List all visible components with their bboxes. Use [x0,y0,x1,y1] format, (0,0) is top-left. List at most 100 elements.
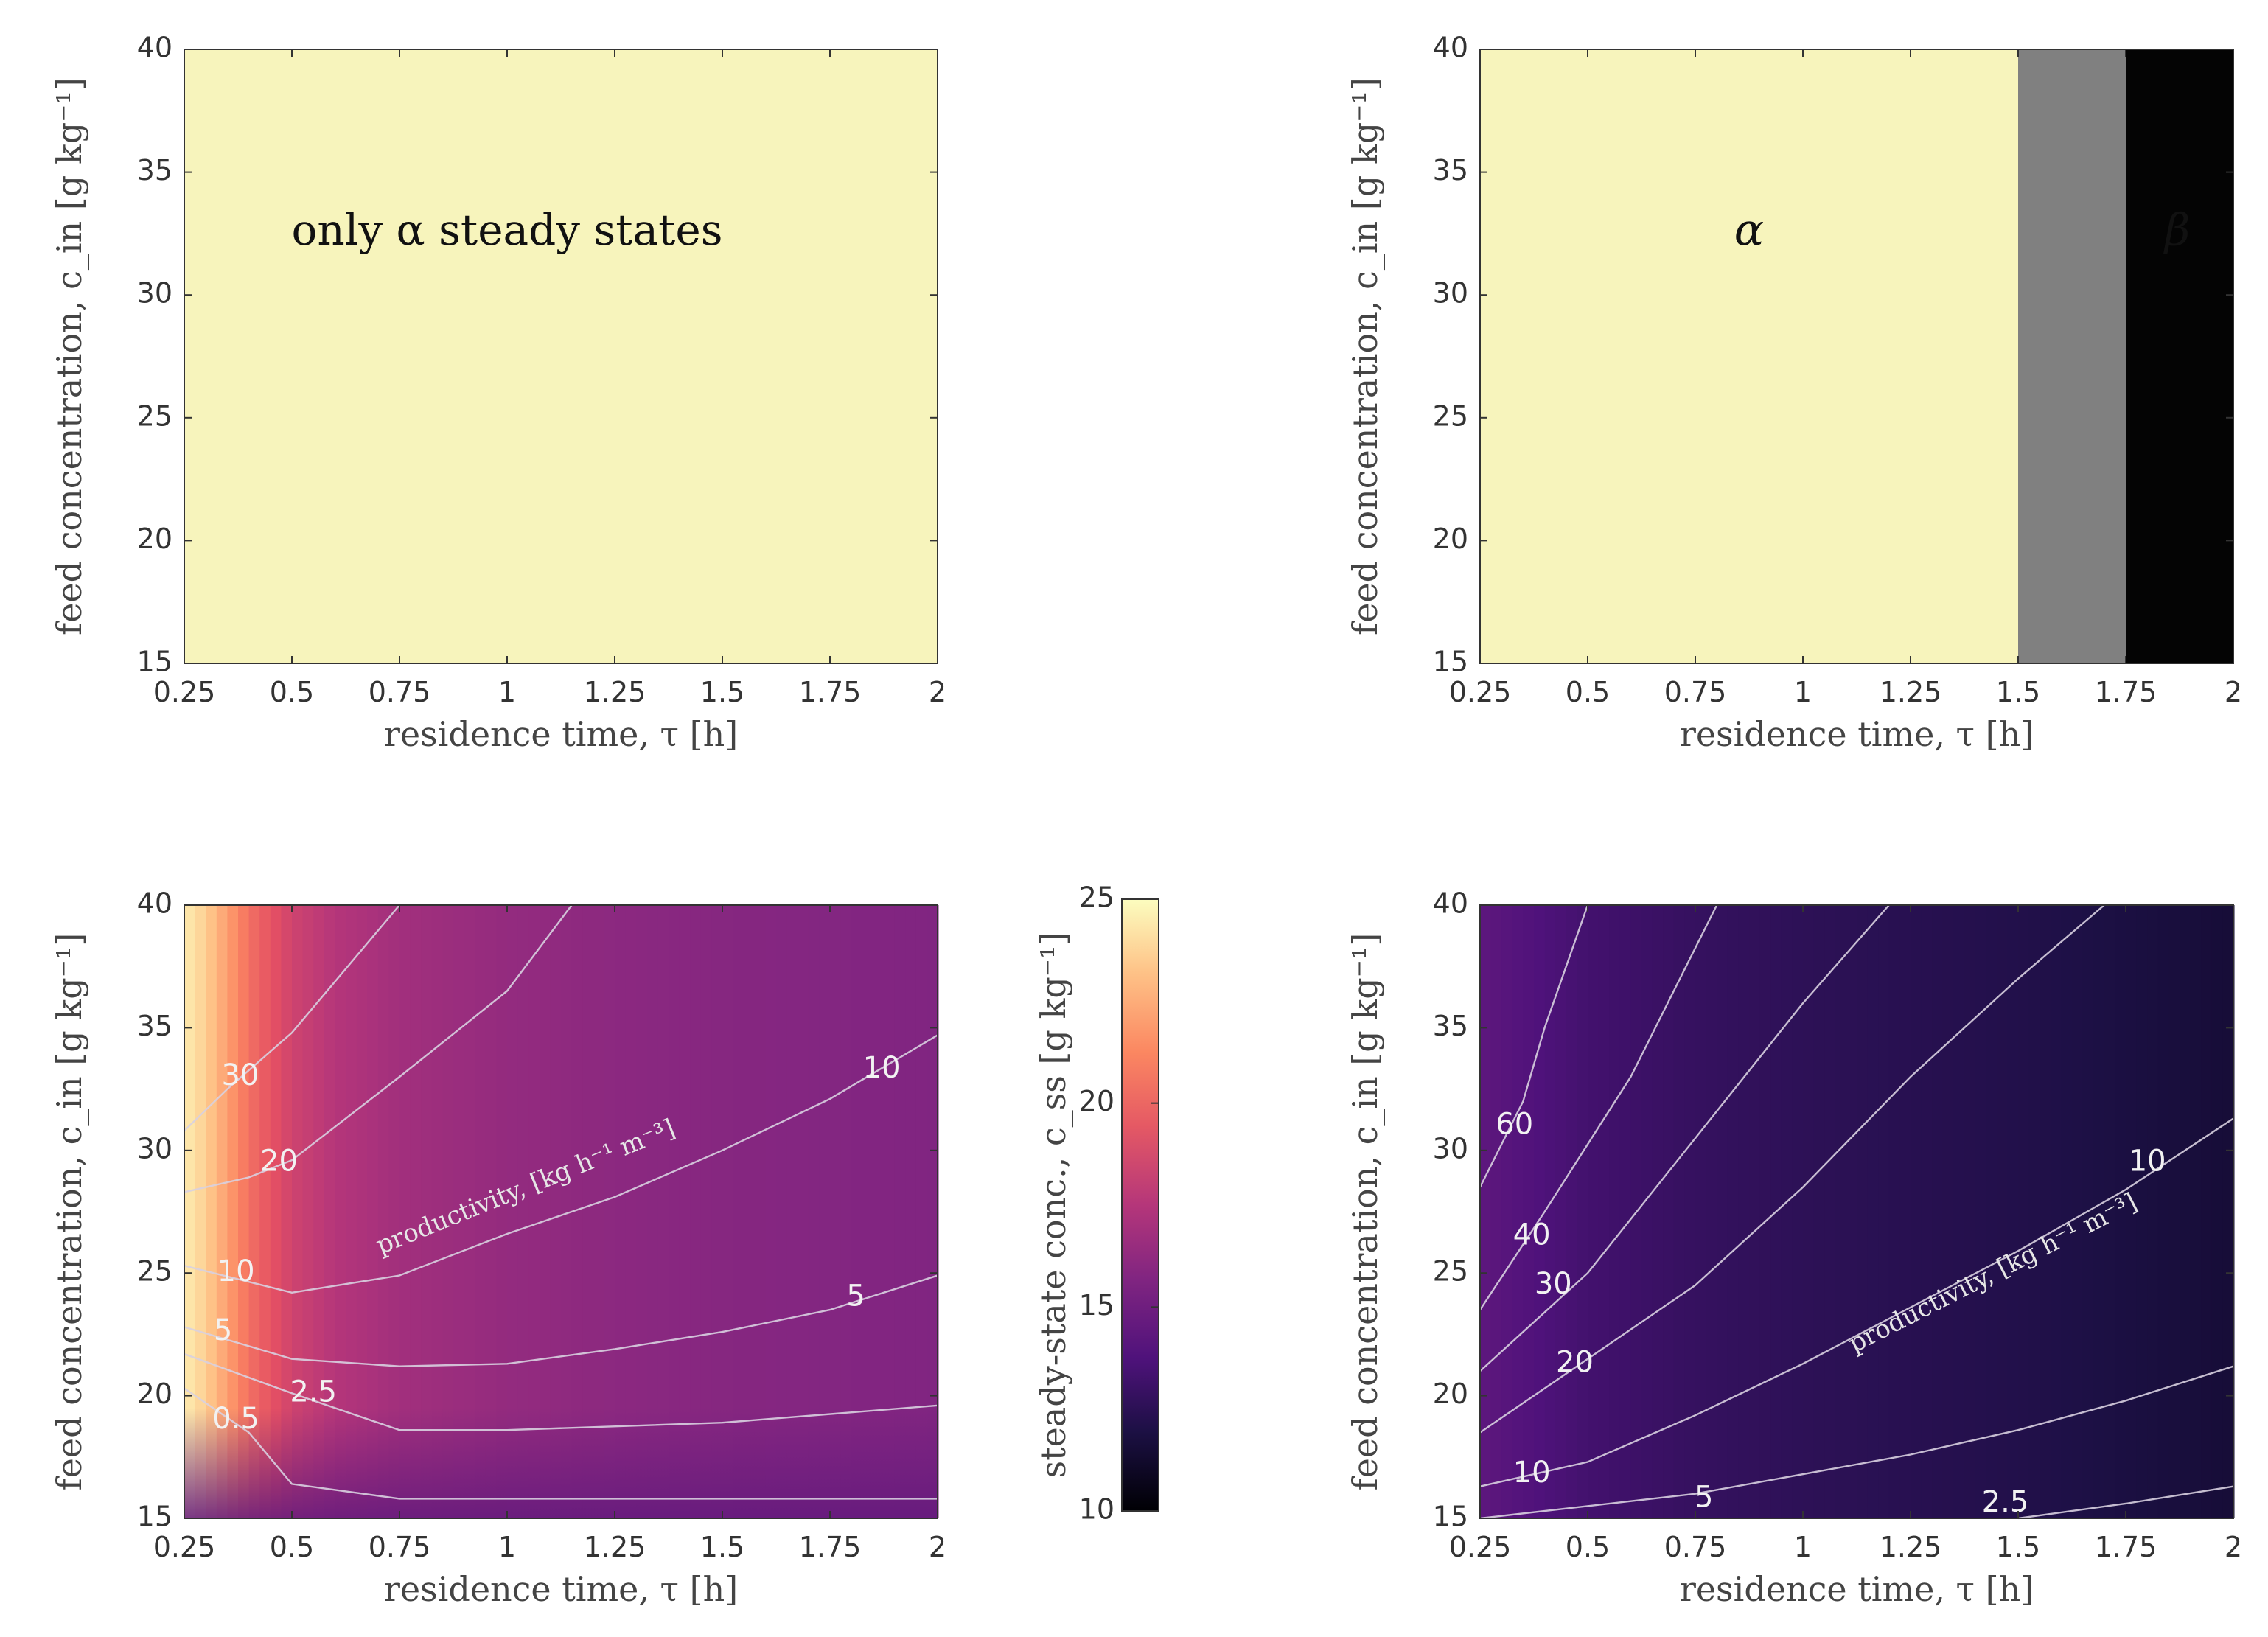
y-tick-label: 25 [137,1255,172,1288]
x-tick-label: 1.5 [700,676,744,708]
x-tick-label: 2 [929,1531,946,1563]
heatmap-column [571,905,584,1518]
x-tick-label: 1.5 [1996,1531,2040,1563]
heatmap-column [819,905,831,1518]
heatmap-column [517,905,530,1518]
heatmap-column [700,905,713,1518]
heatmap-column [2104,905,2116,1518]
contour-line-40 [1479,904,1718,1310]
heatmap-column [1759,905,1772,1518]
contour-label: 0.5 [212,1402,259,1436]
heatmap-column [646,905,659,1518]
heatmap-column [227,905,240,1518]
heatmap-column [915,905,928,1518]
x-tick-label: 0.5 [270,676,314,708]
y-tick-label: 15 [1433,1501,1468,1533]
heatmap-column [1684,905,1697,1518]
heatmap-column [1523,905,1535,1518]
contour-line-5 [184,1274,938,1367]
heatmap-column [1695,905,1708,1518]
x-tick-label: 1.25 [584,676,646,708]
x-tick-label: 0.75 [1664,676,1727,708]
heatmap-column [1899,905,1912,1518]
y-tick-label: 15 [137,1501,172,1533]
y-tick-label: 25 [1433,1255,1468,1288]
heatmap-column [722,905,735,1518]
heatmap-field [1480,905,2235,1518]
x-tick-label: 1.5 [700,1531,744,1563]
heatmap-column [216,905,228,1518]
heatmap-column [1921,905,1933,1518]
heatmap-column [776,905,789,1518]
heatmap-column [840,905,853,1518]
y-tick-label: 40 [137,887,172,920]
heatmap-column [2147,905,2160,1518]
heatmap-column [2007,905,2020,1518]
y-tick-label: 20 [137,523,172,555]
heatmap-column [1706,905,1718,1518]
x-axis: 0.25 0.5 0.75 1 1.25 1.5 1.75 2 [1449,49,2242,708]
x-tick-label: 1 [498,676,516,708]
contour-label: 10 [2129,1144,2166,1178]
y-tick-label: 25 [137,399,172,432]
heatmap-column [2072,905,2084,1518]
heatmap-column [615,905,627,1518]
y-tick-label: 35 [1433,154,1468,186]
heatmap-column [1566,905,1578,1518]
heatmap-column [884,905,896,1518]
x-tick-label: 2 [929,676,946,708]
x-tick-label: 1 [1794,1531,1812,1563]
contour-line-60 [1479,904,1589,1188]
heatmap-column [669,905,681,1518]
x-tick-label: 0.25 [1449,676,1512,708]
x-tick-label: 1.75 [2095,676,2157,708]
y-tick-label: 15 [1433,646,1468,678]
heatmap-column [1512,905,1524,1518]
heatmap-column [1663,905,1675,1518]
contour-label: 10 [1513,1456,1551,1490]
heatmap-column [270,905,282,1518]
heatmap-column [873,905,885,1518]
heatmap-column [604,905,616,1518]
y-tick-label: 15 [137,646,172,678]
x-axis: 0.25 0.5 0.75 1 1.25 1.5 1.75 2 [153,905,946,1563]
contour-label: 2.5 [1982,1485,2029,1519]
axes-frame [184,904,938,1519]
heatmap-column [238,905,251,1518]
heatmap-column [1619,905,1632,1518]
heatmap-column [1673,905,1686,1518]
heatmap-column [1867,905,1880,1518]
x-axis-label: residence time, τ [h] [384,1569,738,1609]
contour-line-2.5 [184,1352,938,1431]
heatmap-column [1878,905,1891,1518]
contour-label: 2.5 [290,1375,337,1409]
contour-line-30 [1479,904,1890,1372]
heatmap-column [830,905,842,1518]
x-tick-label: 2 [2225,676,2242,708]
heatmap-column [808,905,820,1518]
contour-line-0.5 [184,1387,938,1500]
contour-label: 40 [1513,1218,1551,1252]
region-annotation: α [1734,204,1765,256]
contour-label: 5 [846,1279,865,1313]
heatmap-column [1824,905,1837,1518]
y-tick-label: 20 [1433,1378,1468,1410]
x-tick-label: 1.25 [1880,676,1942,708]
contour-line-2.5 [2017,1485,2234,1520]
heatmap-column [1846,905,1858,1518]
heatmap-column [2061,905,2073,1518]
heatmap-column [356,905,369,1518]
heatmap-column [1727,905,1740,1518]
region-α [184,49,938,663]
y-tick-label: 30 [137,1132,172,1165]
heatmap-column [346,905,358,1518]
heatmap-column [1986,905,1998,1518]
heatmap-column [281,905,293,1518]
heatmap-column [528,905,541,1518]
y-tick-label: 35 [137,154,172,186]
x-tick-label: 1.25 [1880,1531,1942,1563]
x-tick-label: 1 [498,1531,516,1563]
heatmap-column [313,905,326,1518]
heatmap-column [1609,905,1622,1518]
x-tick-label: 1.25 [584,1531,646,1563]
